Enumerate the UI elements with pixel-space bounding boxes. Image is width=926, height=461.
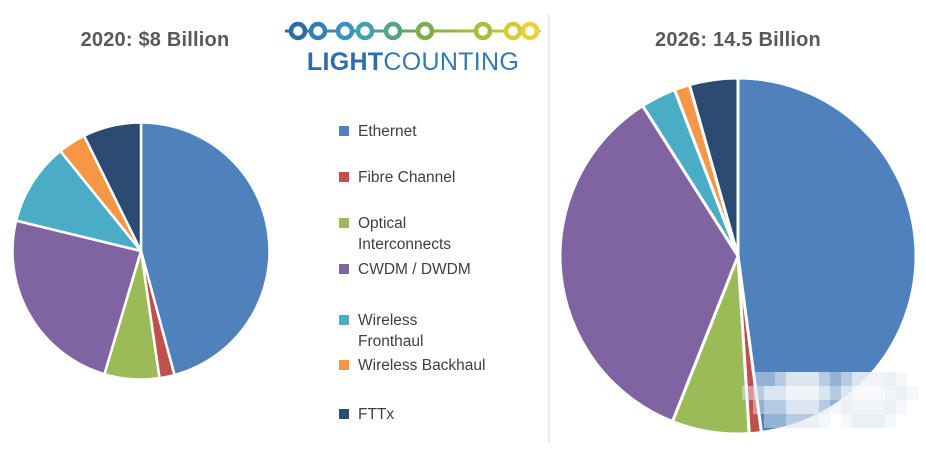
logo-chain-dot-2 bbox=[308, 21, 328, 41]
pie-slice-2020-cwdm-dwdm bbox=[11, 219, 143, 376]
logo-chain-dot-9 bbox=[520, 21, 540, 41]
logo-wordmark: LIGHTCOUNTING bbox=[283, 48, 543, 76]
pie-slice-2020-wireless-fronthaul bbox=[14, 149, 143, 253]
logo-dot-chain-icon bbox=[285, 21, 541, 41]
logo-chain-dot-6 bbox=[415, 21, 435, 41]
legend-item-cwdm-dwdm: CWDM / DWDM bbox=[339, 259, 529, 280]
chart-title-2020: 2020: $8 Billion bbox=[80, 29, 230, 51]
pie-chart-2020 bbox=[11, 121, 271, 381]
logo-chain-dot-4 bbox=[355, 21, 375, 41]
legend-item-ethernet: Ethernet bbox=[339, 121, 529, 142]
legend-item-wireless-fronthaul: Wireless Fronthaul bbox=[339, 310, 529, 352]
lightcounting-logo: LIGHTCOUNTING bbox=[283, 16, 543, 76]
legend-label-wireless-fronthaul: Wireless Fronthaul bbox=[358, 312, 424, 350]
pie-slice-2020-ethernet bbox=[139, 121, 271, 377]
logo-chain-dot-8 bbox=[503, 21, 523, 41]
legend-item-optical-interconnects: Optical Interconnects bbox=[339, 213, 529, 255]
legend-label-cwdm-dwdm: CWDM / DWDM bbox=[358, 261, 471, 278]
logo-chain-dot-3 bbox=[335, 21, 355, 41]
image-edge-divider bbox=[548, 14, 550, 443]
legend-swatch-ethernet bbox=[339, 126, 349, 136]
legend-item-wireless-backhaul: Wireless Backhaul bbox=[339, 355, 529, 376]
legend-swatch-wireless-fronthaul bbox=[339, 315, 349, 325]
pie-slice-2020-fttx bbox=[82, 121, 143, 253]
pie-slice-2026-fttx bbox=[687, 76, 740, 258]
legend-item-fibre-channel: Fibre Channel bbox=[339, 167, 529, 188]
legend-label-wireless-backhaul: Wireless Backhaul bbox=[358, 357, 486, 374]
legend-swatch-optical-interconnects bbox=[339, 218, 349, 228]
logo-chain-dot-5 bbox=[383, 21, 403, 41]
legend-swatch-fttx bbox=[339, 409, 349, 419]
legend-swatch-wireless-backhaul bbox=[339, 360, 349, 370]
chart-legend: Ethernet Fibre Channel Optical Interconnect… bbox=[339, 121, 529, 425]
pie-slice-2026-ethernet bbox=[736, 76, 918, 434]
legend-swatch-cwdm-dwdm bbox=[339, 264, 349, 274]
logo-chain-dot-7 bbox=[473, 21, 493, 41]
chart-title-2026: 2026: 14.5 Billion bbox=[655, 29, 821, 51]
logo-chain-dot-1 bbox=[288, 21, 308, 41]
legend-label-fttx: FTTx bbox=[358, 406, 395, 423]
legend-label-ethernet: Ethernet bbox=[358, 123, 417, 140]
logo-word-light: LIGHT bbox=[306, 48, 384, 76]
legend-item-fttx: FTTx bbox=[339, 404, 529, 425]
legend-label-fibre-channel: Fibre Channel bbox=[358, 169, 456, 186]
pie-slice-2026-cwdm-dwdm bbox=[558, 104, 740, 423]
pixelated-watermark bbox=[742, 372, 918, 428]
logo-word-counting: COUNTING bbox=[383, 48, 520, 76]
legend-swatch-fibre-channel bbox=[339, 172, 349, 182]
pie-chart-2026 bbox=[558, 76, 918, 436]
legend-label-optical-interconnects: Optical Interconnects bbox=[358, 215, 452, 253]
